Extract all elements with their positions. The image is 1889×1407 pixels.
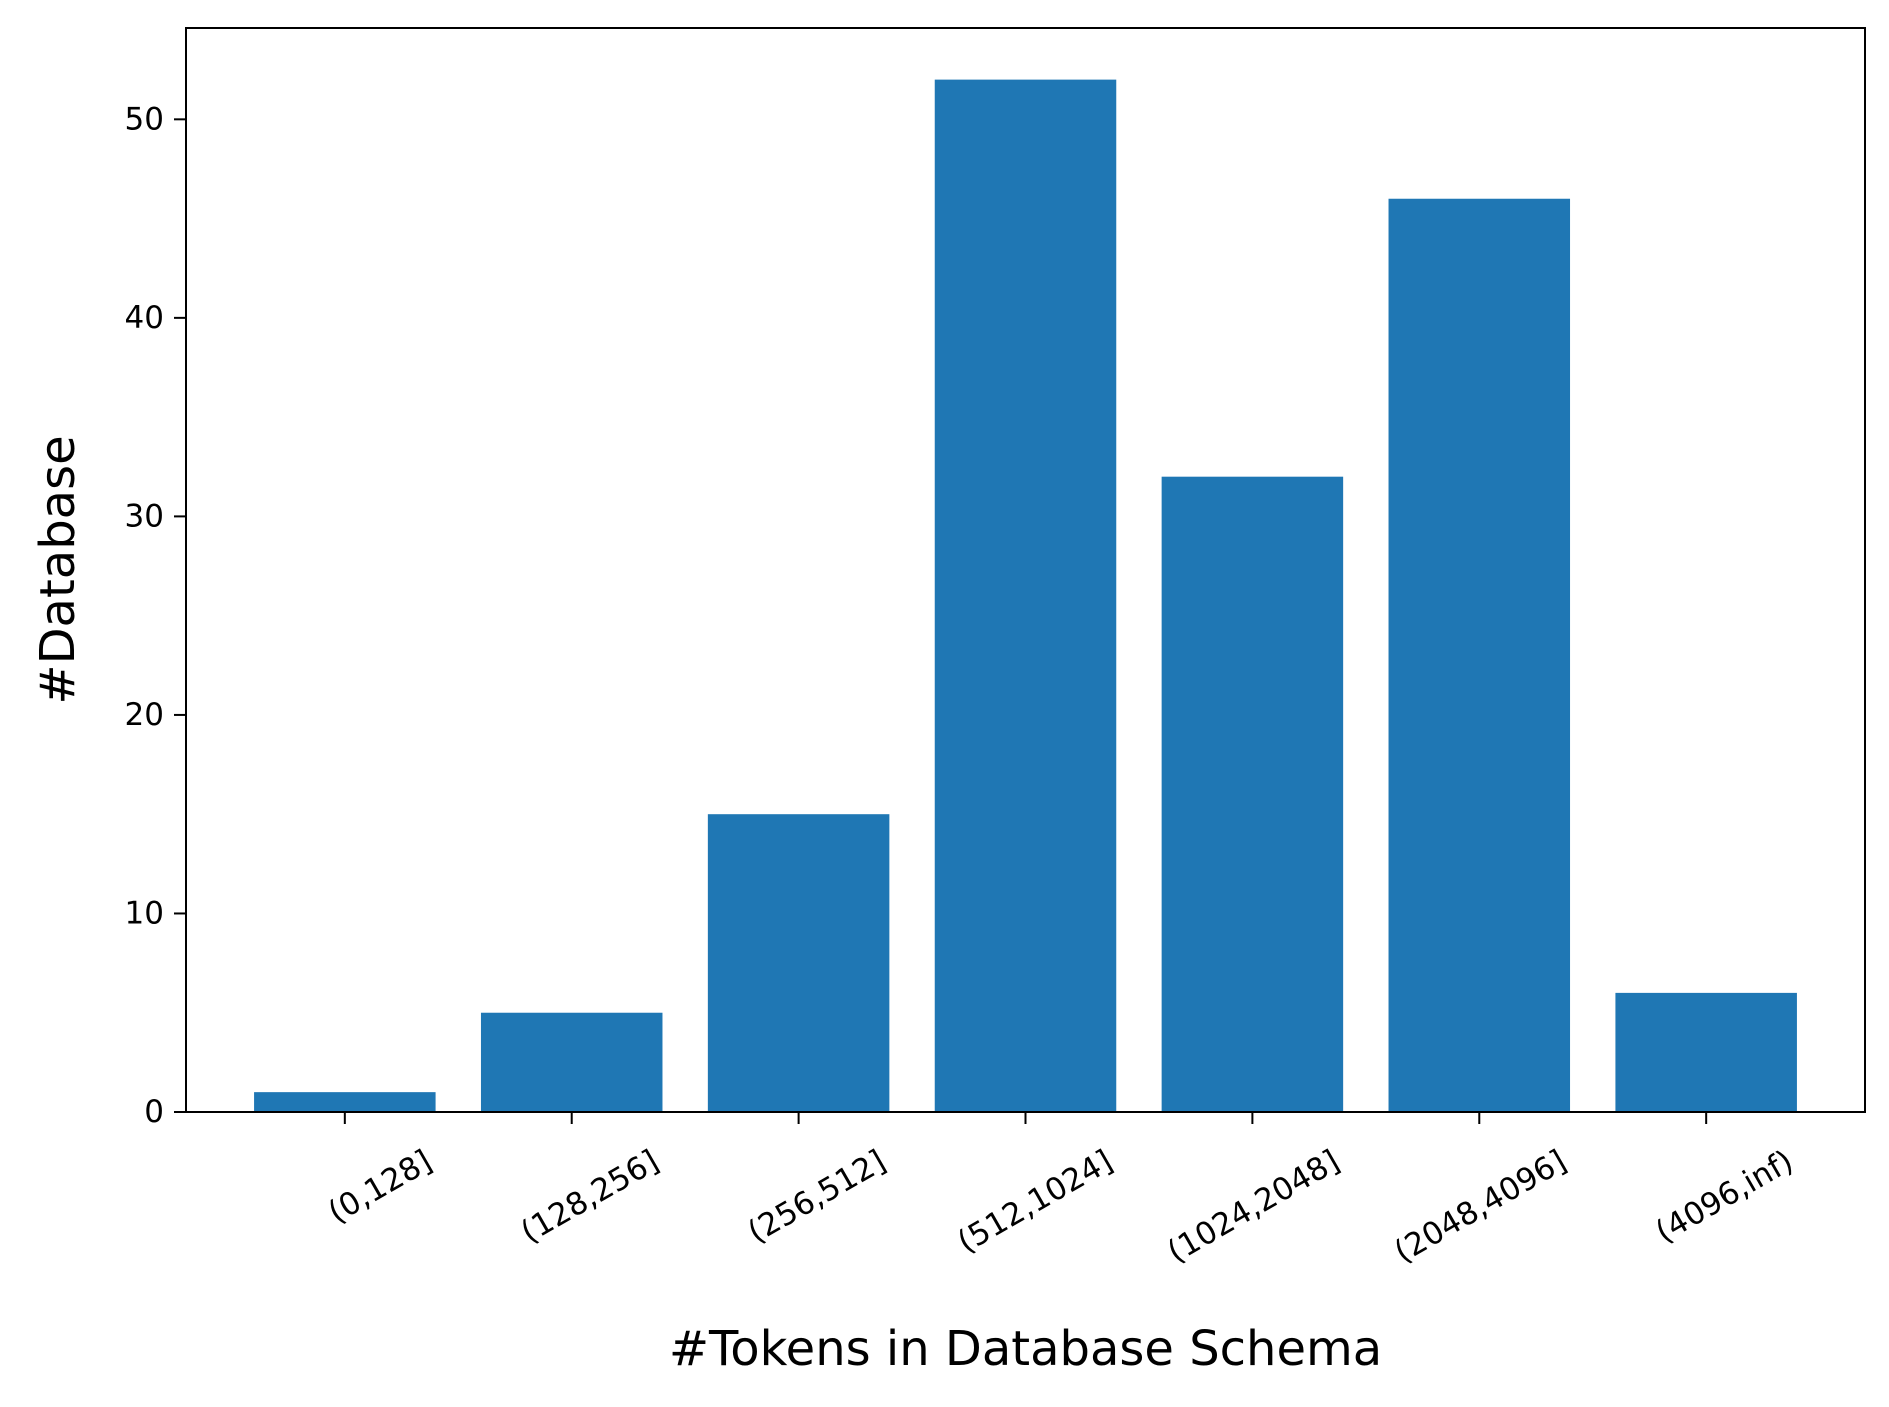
x-axis-label: #Tokens in Database Schema: [669, 1321, 1382, 1377]
x-tick-label-3: (512,1024]: [952, 1143, 1119, 1260]
plot-frame: [185, 27, 1866, 1113]
bars-layer: [254, 79, 1797, 1113]
bar-0: [254, 1092, 436, 1112]
bar-3: [934, 79, 1117, 1113]
y-tick-label-5: 50: [125, 101, 164, 137]
y-axis-ticks: 0 10 20 30 40 50: [125, 101, 186, 1130]
y-tick-label-2: 20: [125, 697, 164, 733]
y-tick-label-0: 0: [144, 1094, 164, 1130]
y-tick-label-3: 30: [125, 498, 164, 534]
x-tick-label-5: (2048,4096]: [1388, 1143, 1572, 1270]
x-tick-label-6: (4096,inf): [1650, 1143, 1800, 1250]
y-tick-label-1: 10: [125, 895, 164, 931]
x-tick-label-4: (1024,2048]: [1161, 1143, 1345, 1270]
bar-6: [1615, 992, 1797, 1112]
x-tick-label-1: (128,256]: [515, 1143, 665, 1250]
x-tick-label-0: (0,128]: [322, 1143, 438, 1231]
bar-5: [1388, 198, 1571, 1112]
bar-1: [480, 1012, 663, 1112]
bar-2: [707, 814, 890, 1112]
y-axis-label: #Database: [30, 435, 86, 704]
x-axis-ticks: (0,128] (128,256] (256,512] (512,1024] (1024…: [322, 1112, 1799, 1270]
x-tick-label-2: (256,512]: [742, 1143, 892, 1250]
y-tick-label-4: 40: [125, 300, 164, 336]
bar-4: [1161, 476, 1344, 1112]
